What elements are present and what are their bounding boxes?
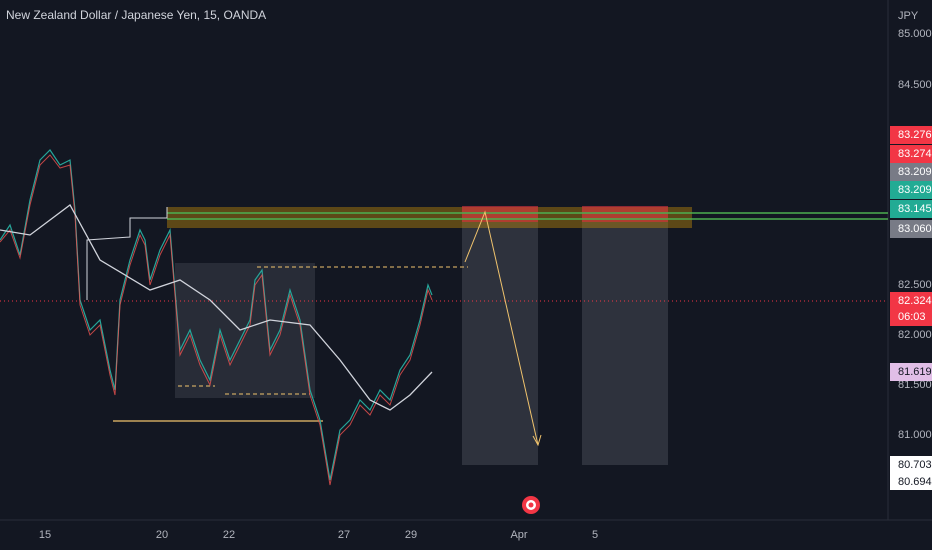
- countdown-text: 06:03: [898, 311, 926, 323]
- moving-average: [0, 204, 433, 411]
- time-label: 5: [592, 529, 598, 541]
- price-badge-text: 83.209: [898, 184, 932, 196]
- price-label: 81.000: [898, 429, 932, 441]
- target-zone: [582, 222, 668, 465]
- time-label: Apr: [510, 529, 527, 541]
- ma-badge-text: 81.619: [898, 366, 932, 378]
- price-label: 84.500: [898, 79, 932, 91]
- time-label: 22: [223, 529, 235, 541]
- stop-zone: [462, 206, 538, 222]
- price-badge-text: 83.209: [898, 166, 932, 178]
- price-badge: [890, 126, 932, 144]
- price-label: 82.500: [898, 279, 932, 291]
- price-badge-text: 83.274: [898, 148, 932, 160]
- low-badge-text: 80.694: [898, 476, 932, 488]
- price-badge: [890, 181, 932, 199]
- price-label: 82.000: [898, 329, 932, 341]
- low-badge-text: 80.703: [898, 459, 932, 471]
- low-badge: [890, 473, 932, 490]
- stop-zone: [582, 206, 668, 222]
- price-badge: [890, 220, 932, 238]
- currency-label: JPY: [898, 10, 919, 22]
- ma-badge: [890, 363, 932, 381]
- symbol-title: New Zealand Dollar / Japanese Yen, 15, O…: [6, 8, 266, 22]
- last-price-badge: [890, 292, 932, 326]
- time-label: 20: [156, 529, 168, 541]
- low-badge: [890, 456, 932, 473]
- structure-line: [86, 207, 168, 300]
- price-badge-text: 83.060: [898, 223, 932, 235]
- price-path: [0, 154, 433, 486]
- price-badge: [890, 200, 932, 218]
- price-badge: [890, 163, 932, 181]
- time-label: 15: [39, 529, 51, 541]
- time-label: 27: [338, 529, 350, 541]
- event-marker: [528, 502, 534, 508]
- price-badge: [890, 145, 932, 163]
- price-label: 81.500: [898, 379, 932, 391]
- price-badge-text: 83.145: [898, 203, 932, 215]
- price-label: 85.000: [898, 28, 932, 40]
- price-badge-text: 83.276: [898, 129, 932, 141]
- target-zone: [462, 222, 538, 465]
- projection-arrowhead: [532, 434, 542, 447]
- time-label: 29: [405, 529, 417, 541]
- projection: [464, 210, 539, 446]
- last-price-text: 82.324: [898, 295, 932, 307]
